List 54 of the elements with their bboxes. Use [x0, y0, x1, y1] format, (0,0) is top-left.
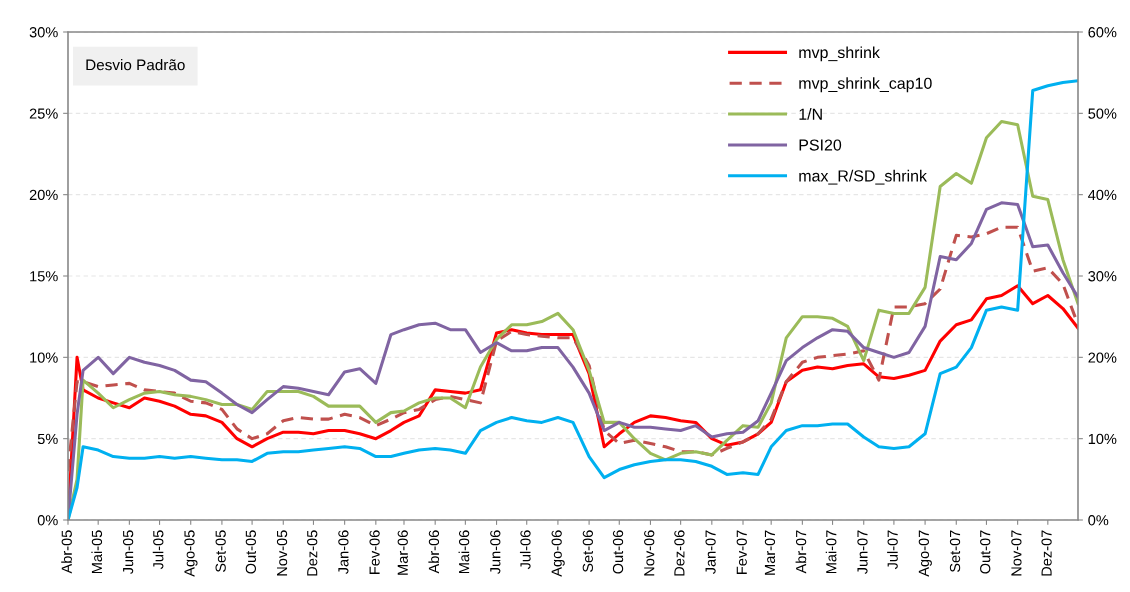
- x-tick-label: Fev-06: [369, 530, 380, 574]
- x-tick-label: Jul-07: [887, 530, 898, 570]
- y-tick-label: 5%: [37, 433, 58, 445]
- x-tick-label: Out-07: [980, 530, 991, 574]
- x-tick-label: Mar-07: [764, 530, 776, 575]
- x-tick-label: Mai-06: [458, 530, 470, 574]
- y2-tick-label: 40%: [1088, 189, 1117, 201]
- x-tick-label: Jan-07: [705, 530, 716, 575]
- x-tick-label: Out-06: [612, 530, 624, 574]
- x-tick-label: Abr-05: [61, 530, 72, 574]
- x-tick-label: Mai-07: [825, 530, 837, 574]
- y-tick-label: 25%: [29, 108, 58, 119]
- x-tick-label: Dez-06: [674, 530, 685, 576]
- y-tick-label: 10%: [30, 352, 58, 363]
- y-tick-label: 0%: [37, 515, 58, 526]
- x-tick-label: Ago-05: [184, 530, 198, 577]
- x-tick-label: Jun-05: [122, 530, 134, 575]
- x-tick-label: Ago-07: [918, 530, 932, 577]
- x-tick-label: Abr-06: [428, 530, 440, 574]
- x-tick-label: Dez-05: [307, 530, 318, 576]
- legend-label: max_R/SD_shrink: [799, 169, 927, 185]
- x-tick-label: Jul-05: [152, 530, 164, 570]
- y2-tick-label: 10%: [1088, 433, 1117, 445]
- x-tick-label: Jun-06: [490, 530, 501, 575]
- x-tick-label: Set-06: [582, 530, 594, 573]
- x-tick-label: Mar-06: [397, 530, 408, 575]
- x-tick-label: Mai-05: [91, 530, 103, 574]
- y-tick-label: 30%: [29, 27, 58, 38]
- legend-label: mvp_shrink: [799, 46, 880, 62]
- y-tick-label: 20%: [29, 189, 58, 201]
- legend-label: mvp_shrink_cap10: [799, 77, 932, 93]
- x-tick-label: Nov-07: [1011, 530, 1022, 576]
- x-tick-label: Nov-06: [644, 530, 655, 576]
- y2-tick-label: 20%: [1088, 352, 1117, 363]
- y2-tick-label: 60%: [1088, 27, 1117, 38]
- x-tick-label: Set-05: [215, 530, 226, 573]
- legend-label: PSI20: [799, 139, 842, 151]
- x-tick-label: Fev-07: [736, 530, 747, 574]
- y2-tick-label: 50%: [1088, 108, 1117, 119]
- x-tick-label: Jan-06: [338, 530, 349, 575]
- x-tick-label: Out-05: [245, 530, 257, 574]
- annotation: Desvio Padrão: [86, 59, 185, 71]
- legend-label: 1/N: [799, 108, 822, 120]
- x-tick-label: Jun-07: [857, 530, 868, 575]
- line-series: [68, 225, 1078, 473]
- x-tick-label: Nov-05: [276, 530, 288, 576]
- x-tick-label: Dez-07: [1041, 530, 1052, 576]
- x-tick-label: Ago-06: [551, 530, 565, 577]
- y2-tick-label: 0%: [1088, 515, 1109, 526]
- y-tick-label: 15%: [30, 271, 58, 282]
- x-tick-label: Jul-06: [519, 530, 531, 570]
- x-tick-label: Set-07: [949, 530, 961, 573]
- y2-tick-label: 30%: [1088, 271, 1117, 282]
- x-tick-label: Abr-07: [795, 530, 807, 574]
